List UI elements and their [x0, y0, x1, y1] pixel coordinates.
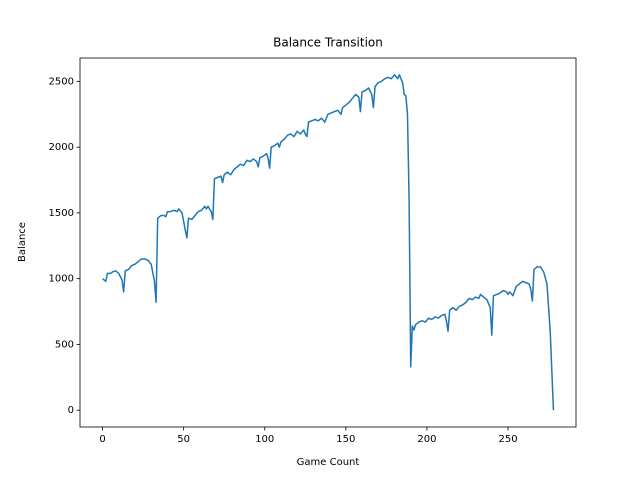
y-axis-title: Balance: [17, 222, 28, 262]
y-tick-label: 1500: [49, 208, 74, 219]
x-axis-title: Game Count: [297, 457, 360, 468]
x-tick-label: 150: [336, 434, 355, 445]
y-tick-label: 0: [68, 405, 74, 416]
y-tick-label: 1000: [49, 274, 74, 285]
x-tick-label: 50: [177, 434, 190, 445]
data-line: [102, 74, 555, 411]
y-tick-label: 500: [55, 339, 74, 350]
y-tick-label: 2000: [49, 142, 74, 153]
x-tick-label: 0: [99, 434, 105, 445]
x-tick-label: 250: [498, 434, 517, 445]
plot-frame: [79, 57, 577, 428]
chart-title: Balance Transition: [273, 36, 383, 50]
x-tick-label: 200: [417, 434, 436, 445]
y-tick-label: 2500: [49, 76, 74, 87]
x-tick-label: 100: [255, 434, 274, 445]
